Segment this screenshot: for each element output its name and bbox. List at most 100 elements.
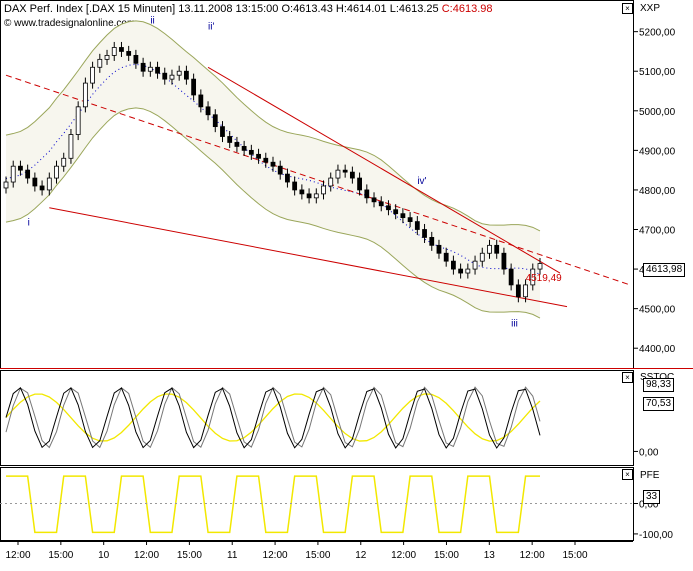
candle-body	[205, 106, 211, 116]
candle-body	[39, 185, 45, 191]
moving-average	[5, 63, 541, 275]
candle-body	[263, 157, 269, 163]
candle-body	[306, 193, 312, 199]
candle-body	[111, 47, 117, 56]
candle-body	[140, 62, 146, 72]
price-last-value: 4613,98	[643, 263, 686, 277]
candle-body	[451, 260, 456, 270]
wave-label: 4519,49	[526, 273, 563, 284]
candle-body	[46, 177, 52, 191]
price-tick-label: 5000,00	[639, 107, 676, 118]
candle-body	[364, 189, 370, 199]
candle-body	[270, 161, 276, 167]
time-tick-label: 13	[484, 550, 496, 561]
candle-body	[234, 142, 240, 147]
candle-body	[523, 284, 528, 298]
candle-body	[75, 106, 81, 135]
candle-body	[357, 177, 362, 191]
candle-body	[97, 58, 103, 68]
candle-body	[248, 149, 254, 155]
candle-body	[220, 126, 225, 137]
chart-header: DAX Perf. Index [.DAX 15 Minuten] 13.11.…	[4, 3, 492, 15]
watermark: © www.tradesignalonline.com	[4, 18, 136, 29]
candle-body	[32, 177, 38, 187]
candle-body	[126, 51, 132, 56]
stoch-panel-label: SSTOC	[640, 372, 674, 383]
candle-body	[479, 252, 485, 262]
time-tick-label: 12:00	[391, 550, 416, 561]
candle-body	[465, 268, 471, 274]
candle-body	[335, 169, 341, 179]
candle-body	[155, 66, 160, 74]
price-tick-label: 4800,00	[639, 186, 676, 197]
candle-body	[133, 54, 139, 64]
candle-body	[169, 74, 175, 80]
candle-body	[436, 244, 442, 254]
candle-body	[400, 213, 406, 219]
candle-body	[472, 260, 478, 270]
candle-body	[25, 169, 31, 179]
candle-body	[328, 177, 334, 187]
candle-body	[378, 201, 384, 207]
time-tick-label: 15:00	[434, 550, 459, 561]
candle-body	[393, 209, 399, 215]
candle-body	[407, 217, 413, 222]
high-value: H:4614.01	[335, 3, 387, 15]
price-panel-label: XXP	[640, 3, 661, 14]
upper-band	[5, 20, 541, 232]
wave-label: iii	[511, 318, 518, 329]
candle-body	[176, 70, 182, 76]
price-tick-label: 4400,00	[639, 344, 676, 355]
upper-trendline	[207, 66, 561, 274]
wave-label: ii	[150, 16, 154, 27]
candle-body	[54, 165, 59, 179]
candle-body	[61, 157, 67, 167]
pfe-panel-label: PFE	[640, 470, 660, 481]
time-tick-label: 15:00	[305, 550, 330, 561]
candle-body	[494, 244, 500, 254]
time-tick-label: 12:00	[263, 550, 288, 561]
pfe-value: 33	[643, 490, 661, 504]
candle-body	[191, 78, 197, 96]
stoch-value-1: 98,33	[643, 378, 675, 392]
candle-body	[508, 268, 514, 286]
candle-body	[371, 197, 377, 203]
candle-body	[501, 252, 507, 270]
wave-label: ii'	[208, 22, 214, 33]
time-tick-label: 15:00	[177, 550, 202, 561]
price-tick-label: 5200,00	[639, 28, 676, 39]
candle-body	[147, 66, 153, 72]
low-value: L:4613.25	[389, 3, 439, 15]
candle-body	[299, 189, 305, 195]
time-tick-label: 15:00	[48, 550, 73, 561]
close-stoch-icon[interactable]: ×	[622, 372, 633, 383]
wave-label: i	[28, 218, 30, 229]
candle-body	[241, 146, 247, 151]
stoch-value-2: 70,53	[643, 397, 675, 411]
candle-body	[285, 173, 290, 183]
close-panel-icon[interactable]: ×	[622, 3, 633, 14]
stoch-slow-line	[5, 393, 541, 442]
price-tick-label: 4500,00	[639, 305, 676, 316]
price-tick-label: 5100,00	[639, 67, 676, 78]
time-tick-label: 10	[98, 550, 110, 561]
close-value: C:4613.98	[441, 3, 493, 15]
candle-body	[530, 268, 536, 286]
time-tick-label: 12	[355, 550, 367, 561]
candle-body	[313, 193, 319, 199]
candle-body	[414, 221, 420, 230]
wave-label: iv'	[417, 176, 426, 187]
lower-trendline	[49, 207, 568, 308]
time-tick-label: 15:00	[562, 550, 587, 561]
stoch-panel-border	[0, 370, 634, 466]
candle-body	[386, 205, 391, 211]
candle-body	[458, 268, 464, 274]
time-tick-label: 12:00	[5, 550, 30, 561]
candle-body	[515, 284, 521, 298]
candle-body	[119, 47, 124, 52]
candle-body	[10, 165, 16, 183]
stoch-d-line	[5, 386, 541, 449]
close-pfe-icon[interactable]: ×	[622, 469, 633, 480]
candle-body	[429, 237, 435, 246]
